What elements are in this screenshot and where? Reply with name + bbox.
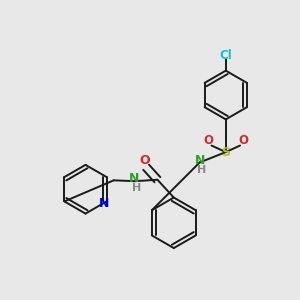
Text: N: N (194, 154, 205, 166)
Text: O: O (139, 154, 150, 167)
Text: Cl: Cl (219, 49, 232, 62)
Text: H: H (197, 165, 206, 175)
Text: S: S (221, 146, 230, 159)
Text: O: O (238, 134, 249, 147)
Text: H: H (132, 183, 141, 193)
Text: N: N (99, 197, 110, 210)
Text: O: O (203, 134, 213, 147)
Text: N: N (129, 172, 139, 185)
